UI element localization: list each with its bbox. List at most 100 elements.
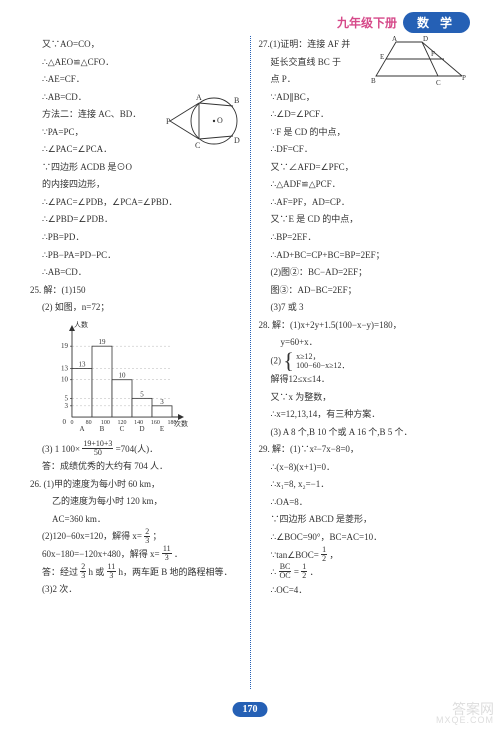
text-line: (2) 如图，n=72； — [30, 299, 242, 317]
text-line: ∴ BCOC = 12 ． — [259, 564, 471, 582]
txt: ， — [329, 550, 338, 560]
txt: (2)120−60x=120，解得 x= — [42, 531, 142, 541]
text-line: ∴BP=2EF． — [259, 229, 471, 247]
q25-heading: 25. 解：(1)150 — [30, 282, 242, 300]
text-line: ∴∠PAC=∠PDB，∠PCA=∠PBD． — [30, 194, 242, 212]
label-B: B — [234, 96, 239, 105]
txt: ∵tan∠BOC= — [271, 550, 319, 560]
svg-text:D: D — [139, 425, 144, 433]
svg-text:0: 0 — [63, 418, 67, 426]
text-line: ∴△ADF≌△PCF． — [259, 176, 471, 194]
text-line: 图③：AD−BC=2EF； — [259, 282, 471, 300]
svg-text:人数: 人数 — [74, 321, 88, 329]
q27-heading: 27.(1)证明：连接 AF 并 — [259, 36, 369, 54]
label-O: O — [217, 116, 223, 125]
label-A: A — [196, 93, 202, 102]
grade-label: 九年级下册 — [337, 14, 397, 31]
text-line: ∴∠PBD=∠PDB． — [30, 211, 242, 229]
txt: (3) 1 100× — [42, 444, 80, 454]
subject-pill: 数 学 — [403, 12, 470, 33]
text-line: ∴OC=4． — [259, 582, 471, 600]
left-column: 又∵AO=CO， ∴△AEO≌△CFO． ∴AE=CF． ∴AB=CD． 方法二… — [30, 36, 250, 689]
svg-text:A: A — [79, 425, 84, 433]
text-line: ∴(x−8)(x+1)=0． — [259, 459, 471, 477]
brace-icon: { — [283, 355, 294, 366]
text-line: ∵四边形 ABCD 是菱形， — [259, 511, 471, 529]
svg-text:13: 13 — [61, 364, 69, 372]
svg-text:0: 0 — [71, 420, 74, 426]
text-line: (3) 1 100× 19+10+350 =704(人)． — [30, 441, 242, 459]
right-column: 27.(1)证明：连接 AF 并 延长交直线 BC 于 点 P． A D B C… — [251, 36, 471, 689]
svg-text:3: 3 — [65, 402, 69, 410]
label-A: A — [392, 36, 397, 43]
svg-text:19: 19 — [61, 342, 69, 350]
system: x≥12， 100−60−x≥12． — [296, 352, 349, 371]
text-line: ∴AE=CF． — [30, 71, 242, 89]
svg-text:19: 19 — [99, 338, 107, 346]
watermark-top: 答案网 — [436, 702, 494, 716]
text-line: ∵F 是 CD 的中点， — [259, 124, 471, 142]
fraction: 23 — [144, 528, 150, 545]
text-line: (3)2 次． — [30, 581, 242, 599]
q26-heading: 26. (1)甲的速度为每小时 60 km， — [30, 476, 242, 494]
svg-text:10: 10 — [61, 375, 69, 383]
svg-text:E: E — [160, 425, 164, 433]
watermark: 答案网 MXQE.COM — [436, 702, 494, 725]
txt: 60x−180=−120x+480，解得 x= — [42, 549, 160, 559]
fraction: 19+10+350 — [82, 440, 113, 457]
text-line: ∴AF=PF，AD=CP． — [259, 194, 471, 212]
text-line: ∴OA=8． — [259, 494, 471, 512]
txt: = — [294, 567, 299, 577]
text-line: AC=360 km． — [30, 511, 242, 529]
fraction: 12 — [321, 546, 327, 563]
text-line: (2)图②：BC−AD=2EF； — [259, 264, 471, 282]
page-header: 九年级下册 数 学 — [337, 12, 470, 33]
svg-text:180: 180 — [168, 420, 177, 426]
fraction: 113 — [162, 545, 172, 562]
text-line: (2)120−60x=120，解得 x= 23 ； — [30, 528, 242, 546]
text-line: (3) A 8 个,B 10 个或 A 16 个,B 5 个． — [259, 424, 471, 442]
txt: ； — [152, 531, 161, 541]
text-line: 的内接四边形， — [30, 176, 242, 194]
text-line: 点 P． — [259, 71, 369, 89]
text-line: 60x−180=−120x+480，解得 x= 113 ． — [30, 546, 242, 564]
text-line: ∵tan∠BOC= 12 ， — [259, 547, 471, 565]
text-line: ∴x=12,13,14，有三种方案． — [259, 406, 471, 424]
text-line: ∴PB−PA=PD−PC． — [30, 247, 242, 265]
text-line: ∴∠D=∠PCF． — [259, 106, 471, 124]
txt: ． — [309, 567, 318, 577]
svg-text:13: 13 — [79, 360, 87, 368]
label-D: D — [234, 136, 240, 145]
text-line: (2) { x≥12， 100−60−x≥12． — [259, 352, 471, 371]
q29-heading: 29. 解：(1)∵x²−7x−8=0， — [259, 441, 471, 459]
text-line: 又∵∠AFD=∠PFC， — [259, 159, 471, 177]
label-P: P — [166, 117, 171, 126]
svg-text:C: C — [120, 425, 125, 433]
text-line: (3)7 或 3 — [259, 299, 471, 317]
text-line: 又∵E 是 CD 的中点， — [259, 211, 471, 229]
svg-text:160: 160 — [151, 420, 160, 426]
text-line: 解得12≤x≤14． — [259, 371, 471, 389]
label-C: C — [436, 79, 441, 87]
svg-text:5: 5 — [65, 394, 69, 402]
text-line: 又∵x 为整数， — [259, 389, 471, 407]
svg-text:3: 3 — [160, 398, 164, 406]
txt: =704(人)． — [116, 444, 159, 454]
watermark-bottom: MXQE.COM — [436, 716, 494, 725]
txt: ∴ — [271, 567, 277, 577]
label-C: C — [195, 141, 200, 150]
trapezoid-diagram: A D B C E F P — [368, 36, 468, 92]
svg-text:10: 10 — [119, 371, 127, 379]
txt: h 或 — [89, 567, 105, 577]
svg-text:80: 80 — [86, 420, 92, 426]
label-E: E — [380, 53, 384, 61]
fraction: 113 — [107, 563, 117, 580]
text-line: ∴AB=CD． — [30, 264, 242, 282]
fraction: 12 — [301, 563, 307, 580]
text-line: ∴AD+BC=CP+BC=BP=2EF； — [259, 247, 471, 265]
txt: ． — [174, 549, 183, 559]
circle-diagram: P A B C D O — [166, 88, 244, 154]
content-area: 又∵AO=CO， ∴△AEO≌△CFO． ∴AE=CF． ∴AB=CD． 方法二… — [30, 36, 470, 689]
label-D: D — [423, 36, 428, 43]
text-line: ∴∠BOC=90°，BC=AC=10． — [259, 529, 471, 547]
